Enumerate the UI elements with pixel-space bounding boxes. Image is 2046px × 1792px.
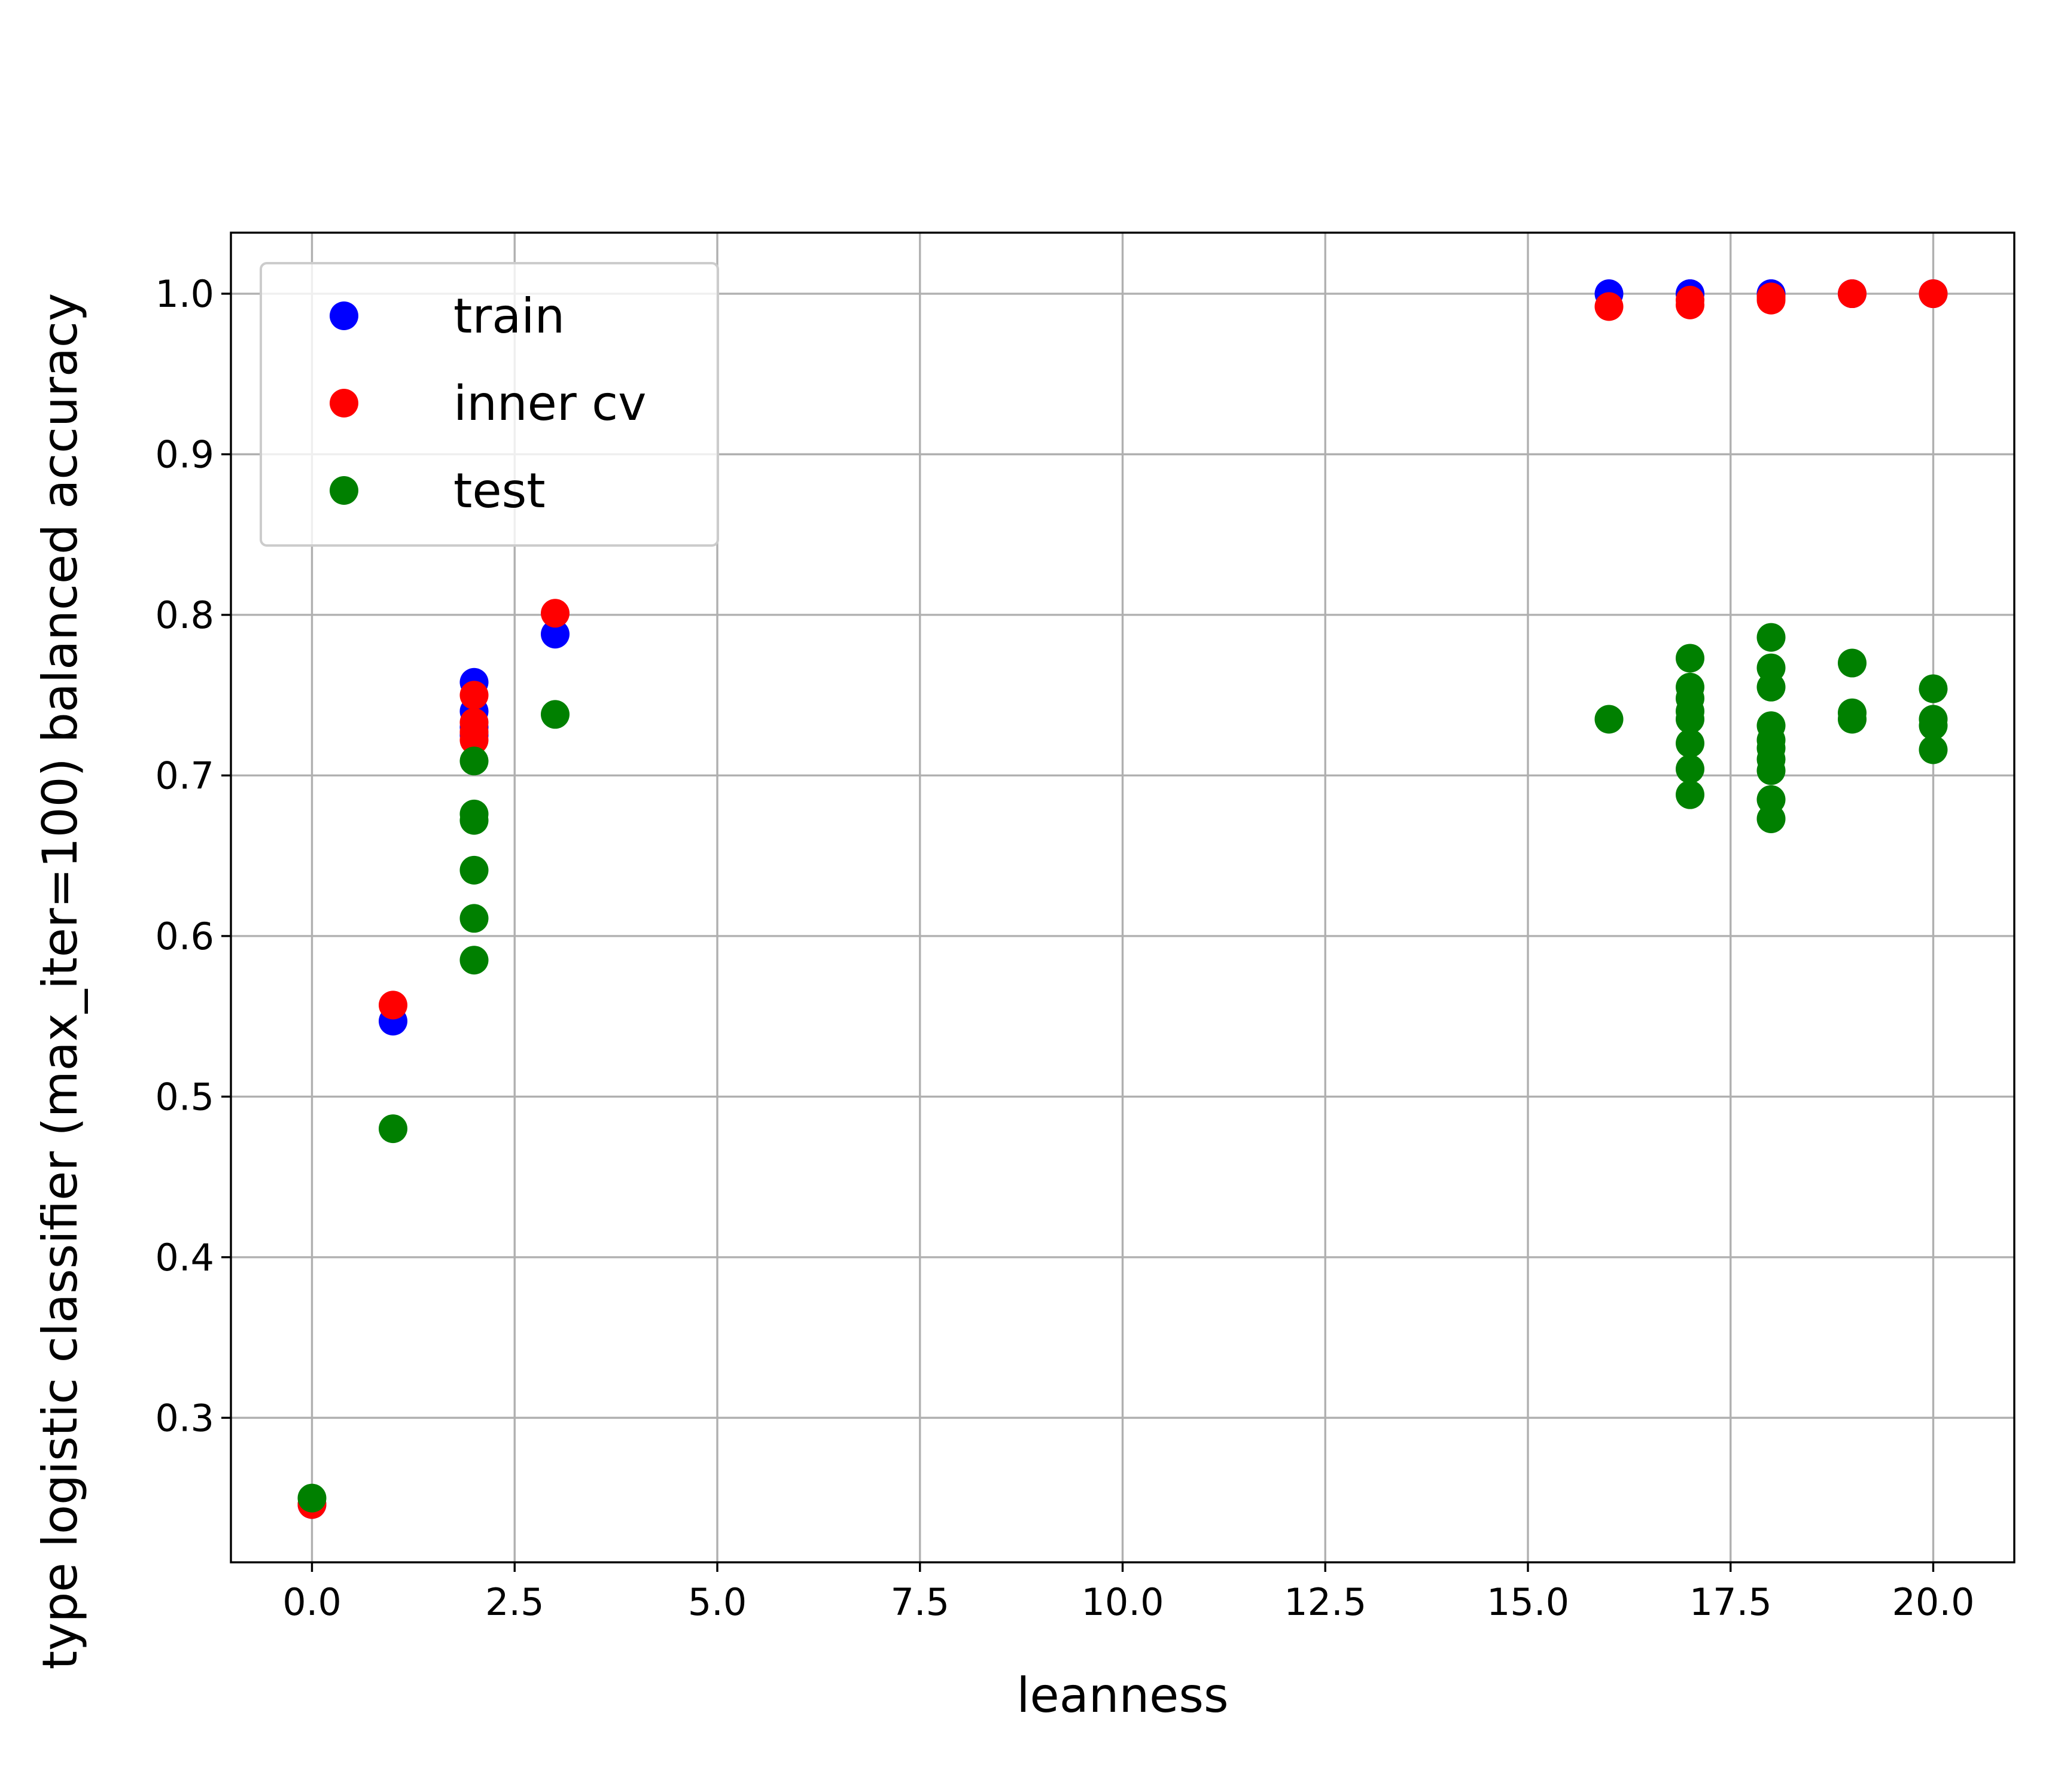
point-test	[1676, 754, 1704, 784]
point-inner-cv	[379, 991, 407, 1020]
point-test	[459, 855, 489, 885]
point-test	[459, 806, 489, 835]
point-inner-cv	[1594, 292, 1624, 321]
y-tick-label: 0.5	[155, 1075, 214, 1119]
point-test	[1676, 644, 1704, 673]
x-tick-label: 17.5	[1689, 1580, 1772, 1624]
point-test	[1838, 648, 1867, 678]
point-test	[1919, 711, 1948, 740]
x-tick-label: 12.5	[1284, 1580, 1366, 1624]
point-test	[541, 700, 570, 729]
point-inner-cv	[1919, 279, 1948, 309]
point-test	[1919, 735, 1948, 764]
point-inner-cv	[1676, 285, 1704, 315]
point-test	[1756, 672, 1786, 702]
legend: train inner cv test	[260, 262, 719, 547]
x-tick-label: 0.0	[282, 1580, 342, 1624]
legend-marker-test	[330, 476, 358, 505]
point-train	[541, 620, 570, 649]
point-test	[1756, 756, 1786, 785]
point-inner-cv	[459, 726, 489, 755]
point-inner-cv	[1838, 279, 1867, 309]
y-tick-label: 1.0	[155, 272, 214, 316]
x-axis-label: leanness	[1016, 1668, 1228, 1723]
point-test	[459, 904, 489, 933]
point-test	[459, 746, 489, 776]
series-inner-cv	[297, 279, 1948, 1519]
x-tick-label: 5.0	[688, 1580, 747, 1624]
x-tick-label: 10.0	[1081, 1580, 1164, 1624]
x-tick-label: 2.5	[485, 1580, 544, 1624]
legend-label-test: test	[453, 463, 546, 519]
point-inner-cv	[459, 681, 489, 710]
series-test	[297, 623, 1948, 1513]
point-test	[379, 1114, 407, 1144]
point-test	[459, 946, 489, 975]
y-tick-label: 0.6	[155, 915, 214, 958]
point-test	[1676, 705, 1704, 734]
point-test	[1838, 705, 1867, 734]
point-inner-cv	[1756, 282, 1786, 312]
y-tick-label: 0.7	[155, 754, 214, 797]
axis-ticks: 0.0 2.5 5.0 7.5 10.0 12.5 15.0 17.5 20.0 0.3 0.4 0.…	[155, 272, 1974, 1624]
y-tick-label: 0.4	[155, 1236, 214, 1279]
point-test	[1756, 804, 1786, 833]
y-axis-label: type logistic classifier (max_iter=100) …	[32, 293, 88, 1669]
data-points	[297, 279, 1948, 1519]
point-test	[1676, 729, 1704, 758]
y-tick-label: 0.9	[155, 433, 214, 477]
point-test	[297, 1483, 327, 1513]
point-test	[1919, 674, 1948, 703]
legend-marker-train	[330, 301, 358, 330]
point-inner-cv	[541, 599, 570, 628]
point-test	[1756, 623, 1786, 652]
y-tick-label: 0.3	[155, 1396, 214, 1440]
legend-box	[260, 262, 719, 547]
legend-label-train: train	[453, 288, 565, 344]
x-tick-label: 15.0	[1487, 1580, 1569, 1624]
point-test	[1594, 705, 1624, 734]
point-test	[1676, 780, 1704, 809]
legend-marker-inner-cv	[330, 389, 358, 417]
x-tick-label: 7.5	[890, 1580, 949, 1624]
x-tick-label: 20.0	[1892, 1580, 1974, 1624]
y-tick-label: 0.8	[155, 593, 214, 637]
legend-label-inner-cv: inner cv	[453, 376, 647, 431]
